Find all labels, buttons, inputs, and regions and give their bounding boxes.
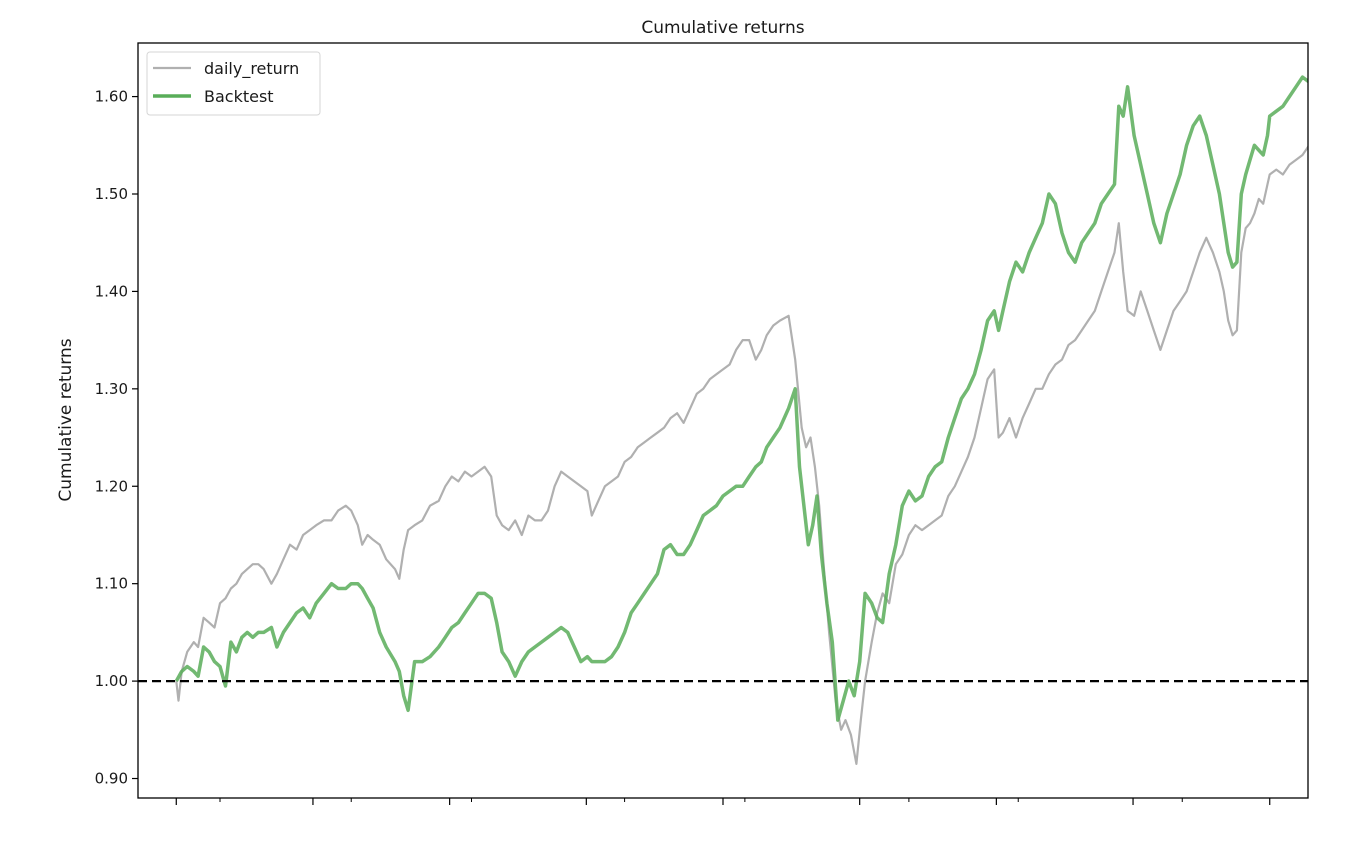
series-line-backtest <box>174 75 1308 722</box>
legend: daily_return Backtest <box>146 51 321 116</box>
plot-area <box>137 42 1309 799</box>
y-tick-label: 1.20 <box>95 477 128 495</box>
x-axis <box>175 798 1271 805</box>
y-tick-label: 1.40 <box>95 282 128 300</box>
y-axis-label: Cumulative returns <box>56 338 76 501</box>
y-tick-label: 1.10 <box>95 575 128 593</box>
series-layer <box>174 75 1308 766</box>
legend-label-backtest: Backtest <box>204 87 274 106</box>
y-tick-label: 1.00 <box>95 672 128 690</box>
y-axis: 0.90 1.00 1.10 1.20 1.30 1.40 1.50 1.60 <box>95 88 138 788</box>
series-line-daily-return <box>175 144 1308 766</box>
y-tick-label: 1.60 <box>95 88 128 106</box>
legend-label-daily-return: daily_return <box>204 59 299 79</box>
chart-title: Cumulative returns <box>641 18 804 38</box>
y-tick-label: 1.30 <box>95 380 128 398</box>
y-tick-label: 1.50 <box>95 185 128 203</box>
y-tick-label: 0.90 <box>95 770 128 788</box>
